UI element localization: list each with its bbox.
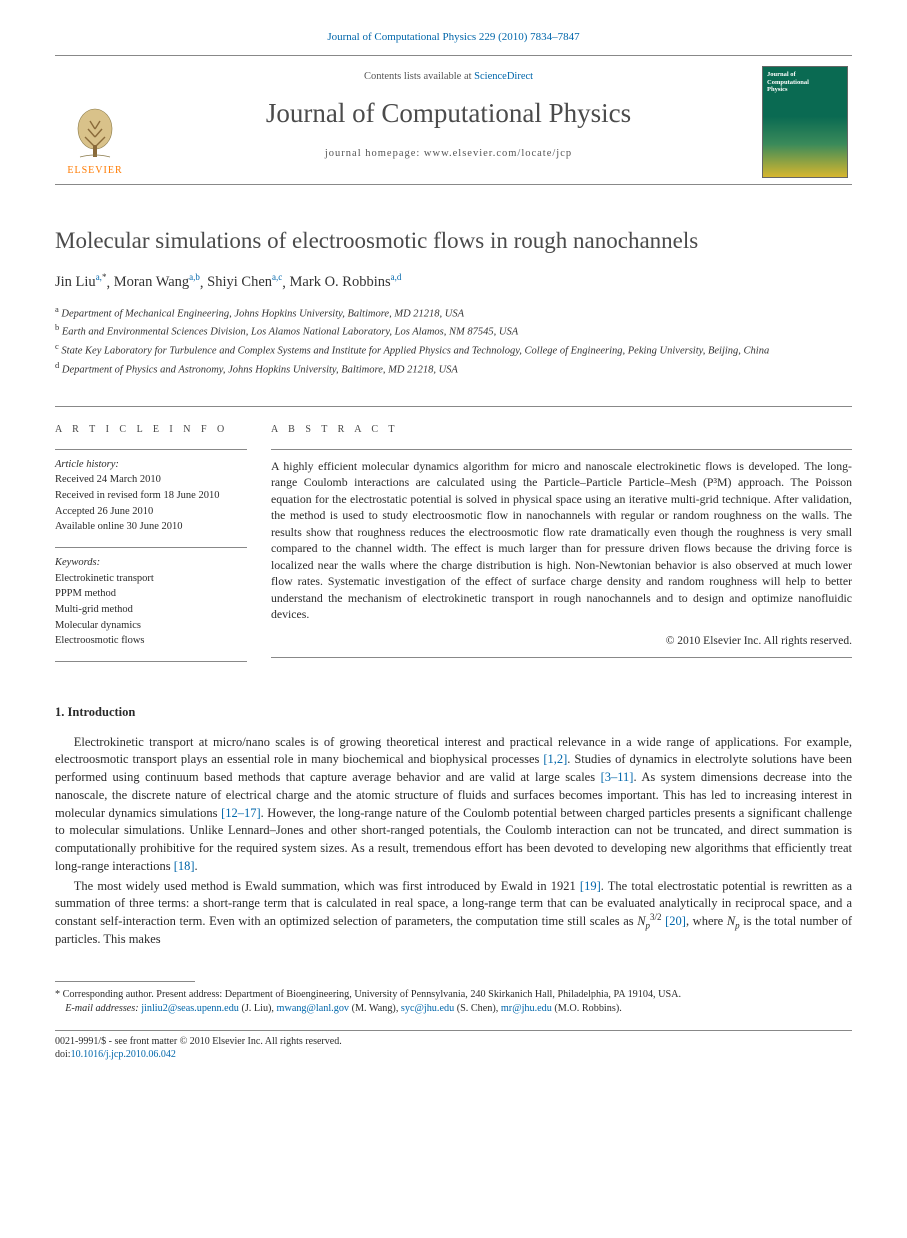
email-link[interactable]: syc@jhu.edu xyxy=(401,1003,454,1014)
footer: 0021-9991/$ - see front matter © 2010 El… xyxy=(55,1035,852,1061)
journal-name: Journal of Computational Physics xyxy=(141,95,756,133)
masthead: ELSEVIER Contents lists available at Sci… xyxy=(55,55,852,185)
article-title: Molecular simulations of electroosmotic … xyxy=(55,225,852,257)
citation-ref[interactable]: [19] xyxy=(580,879,601,893)
journal-cover-thumb: Journal of Computational Physics xyxy=(762,66,848,178)
keywords-list: Electrokinetic transportPPPM methodMulti… xyxy=(55,572,247,649)
keyword: PPPM method xyxy=(55,587,247,602)
email-label: E-mail addresses: xyxy=(65,1003,138,1014)
citation-ref[interactable]: [3–11] xyxy=(601,770,634,784)
history-line: Received 24 March 2010 xyxy=(55,473,247,488)
history-line: Available online 30 June 2010 xyxy=(55,520,247,535)
email-link[interactable]: mr@jhu.edu xyxy=(501,1003,552,1014)
history-line: Accepted 26 June 2010 xyxy=(55,505,247,520)
star-marker: * xyxy=(55,989,60,1000)
abstract-text: A highly efficient molecular dynamics al… xyxy=(271,458,852,623)
footnote-block: * Corresponding author. Present address:… xyxy=(55,988,852,1017)
masthead-center: Contents lists available at ScienceDirec… xyxy=(135,66,762,178)
keyword: Electrokinetic transport xyxy=(55,572,247,587)
email-link[interactable]: mwang@lanl.gov xyxy=(277,1003,349,1014)
history-line: Received in revised form 18 June 2010 xyxy=(55,489,247,504)
journal-homepage: journal homepage: www.elsevier.com/locat… xyxy=(141,147,756,162)
footnote-rule xyxy=(55,981,195,982)
affiliation: b Earth and Environmental Sciences Divis… xyxy=(55,321,852,340)
citation-ref[interactable]: [12–17] xyxy=(221,806,261,820)
elsevier-tree-icon xyxy=(70,107,120,162)
article-info: A R T I C L E I N F O Article history: R… xyxy=(55,423,247,671)
doi-link[interactable]: 10.1016/j.jcp.2010.06.042 xyxy=(71,1049,176,1060)
citation-header: Journal of Computational Physics 229 (20… xyxy=(55,30,852,45)
author: Moran Wanga,b xyxy=(114,274,200,290)
info-rule-3 xyxy=(55,661,247,662)
math-symbol: Np3/2 xyxy=(637,914,661,928)
footer-line1: 0021-9991/$ - see front matter © 2010 El… xyxy=(55,1035,852,1048)
info-abstract-row: A R T I C L E I N F O Article history: R… xyxy=(55,406,852,671)
contents-available: Contents lists available at ScienceDirec… xyxy=(141,70,756,85)
body-text: . xyxy=(195,859,198,873)
author: Jin Liua,* xyxy=(55,274,106,290)
section-heading-intro: 1. Introduction xyxy=(55,704,852,722)
info-rule-2 xyxy=(55,547,247,548)
keyword: Molecular dynamics xyxy=(55,619,247,634)
keyword: Electroosmotic flows xyxy=(55,634,247,649)
corresponding-author: * Corresponding author. Present address:… xyxy=(55,988,852,1002)
math-symbol: Np xyxy=(727,914,740,928)
author: Mark O. Robbinsa,d xyxy=(290,274,402,290)
affiliation: c State Key Laboratory for Turbulence an… xyxy=(55,340,852,359)
bottom-rule xyxy=(55,1030,852,1031)
cover-line2: Computational xyxy=(767,79,809,86)
cover-line1: Journal of xyxy=(767,71,796,78)
affiliation: a Department of Mechanical Engineering, … xyxy=(55,303,852,322)
doi-label: doi: xyxy=(55,1049,71,1060)
abstract-copyright: © 2010 Elsevier Inc. All rights reserved… xyxy=(271,633,852,649)
affiliation: d Department of Physics and Astronomy, J… xyxy=(55,359,852,378)
footer-doi: doi:10.1016/j.jcp.2010.06.042 xyxy=(55,1048,852,1061)
body-text: , where xyxy=(686,914,727,928)
info-label: A R T I C L E I N F O xyxy=(55,423,247,437)
history-heading: Article history: xyxy=(55,458,247,473)
publisher-block: ELSEVIER xyxy=(55,66,135,178)
affiliations: a Department of Mechanical Engineering, … xyxy=(55,303,852,378)
intro-paragraph-2: The most widely used method is Ewald sum… xyxy=(55,878,852,949)
citation-line[interactable]: Journal of Computational Physics 229 (20… xyxy=(327,31,579,43)
info-rule-1 xyxy=(55,449,247,450)
author-list: Jin Liua,*, Moran Wanga,b, Shiyi Chena,c… xyxy=(55,272,852,293)
corresponding-text: Corresponding author. Present address: D… xyxy=(63,989,681,1000)
avail-prefix: Contents lists available at xyxy=(364,71,474,82)
abstract-rule-top xyxy=(271,449,852,450)
cover-line3: Physics xyxy=(767,86,788,93)
masthead-cover: Journal of Computational Physics xyxy=(762,66,852,178)
citation-ref[interactable]: [18] xyxy=(174,859,195,873)
keywords-heading: Keywords: xyxy=(55,556,247,571)
history-lines: Received 24 March 2010Received in revise… xyxy=(55,473,247,535)
body-text: The most widely used method is Ewald sum… xyxy=(74,879,580,893)
email-link[interactable]: jinliu2@seas.upenn.edu xyxy=(141,1003,239,1014)
citation-ref[interactable]: [20] xyxy=(665,914,686,928)
keyword: Multi-grid method xyxy=(55,603,247,618)
abstract: A B S T R A C T A highly efficient molec… xyxy=(271,423,852,671)
abstract-rule-bottom xyxy=(271,657,852,658)
publisher-name: ELSEVIER xyxy=(67,164,122,178)
email-line: E-mail addresses: jinliu2@seas.upenn.edu… xyxy=(55,1002,852,1016)
intro-paragraph-1: Electrokinetic transport at micro/nano s… xyxy=(55,734,852,876)
citation-ref[interactable]: [1,2] xyxy=(543,752,567,766)
author: Shiyi Chena,c xyxy=(207,274,282,290)
abstract-label: A B S T R A C T xyxy=(271,423,852,437)
sciencedirect-link[interactable]: ScienceDirect xyxy=(474,71,533,82)
